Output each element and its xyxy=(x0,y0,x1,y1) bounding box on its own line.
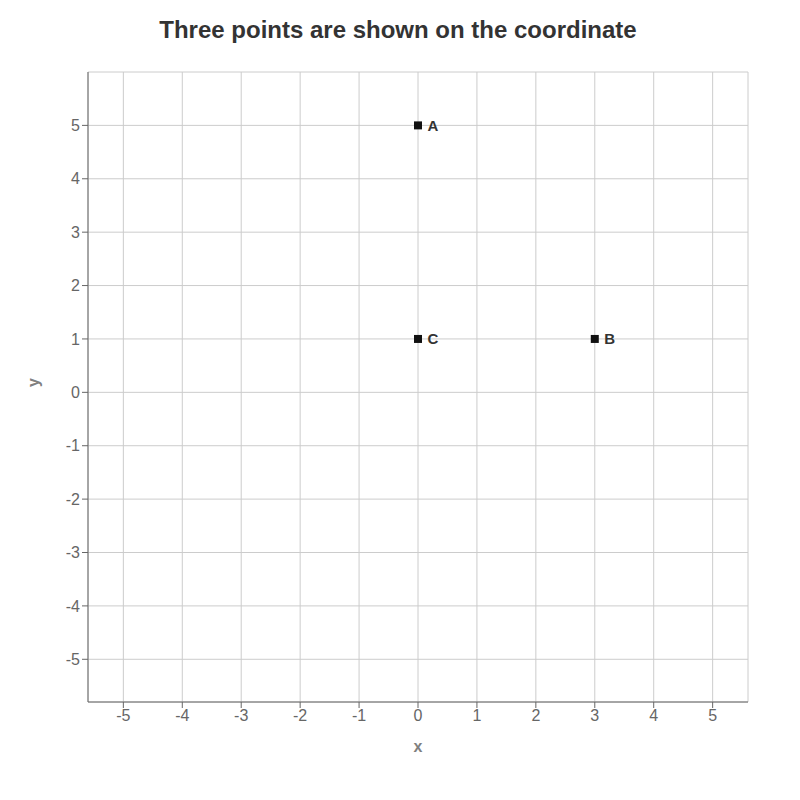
svg-text:3: 3 xyxy=(71,224,80,241)
svg-text:3: 3 xyxy=(590,707,599,724)
svg-text:A: A xyxy=(428,117,439,134)
svg-text:1: 1 xyxy=(71,331,80,348)
svg-text:-3: -3 xyxy=(66,544,80,561)
svg-text:0: 0 xyxy=(71,384,80,401)
svg-text:-5: -5 xyxy=(116,707,130,724)
svg-text:-3: -3 xyxy=(234,707,248,724)
svg-text:5: 5 xyxy=(708,707,717,724)
svg-text:-2: -2 xyxy=(66,491,80,508)
svg-text:x: x xyxy=(414,738,423,755)
svg-text:2: 2 xyxy=(71,277,80,294)
svg-text:0: 0 xyxy=(414,707,423,724)
svg-text:5: 5 xyxy=(71,117,80,134)
svg-text:4: 4 xyxy=(649,707,658,724)
svg-text:2: 2 xyxy=(531,707,540,724)
svg-text:-4: -4 xyxy=(66,598,80,615)
html-text:Three points are shown on the: Three points are shown on the coordinate xyxy=(159,16,637,43)
svg-text:1: 1 xyxy=(472,707,481,724)
svg-text:4: 4 xyxy=(71,170,80,187)
svg-text:B: B xyxy=(604,330,615,347)
svg-text:-5: -5 xyxy=(66,651,80,668)
svg-text:-4: -4 xyxy=(175,707,189,724)
svg-text:C: C xyxy=(428,330,439,347)
svg-text:-1: -1 xyxy=(66,437,80,454)
svg-text:-1: -1 xyxy=(352,707,366,724)
svg-text:y: y xyxy=(25,378,42,387)
svg-text:-2: -2 xyxy=(293,707,307,724)
